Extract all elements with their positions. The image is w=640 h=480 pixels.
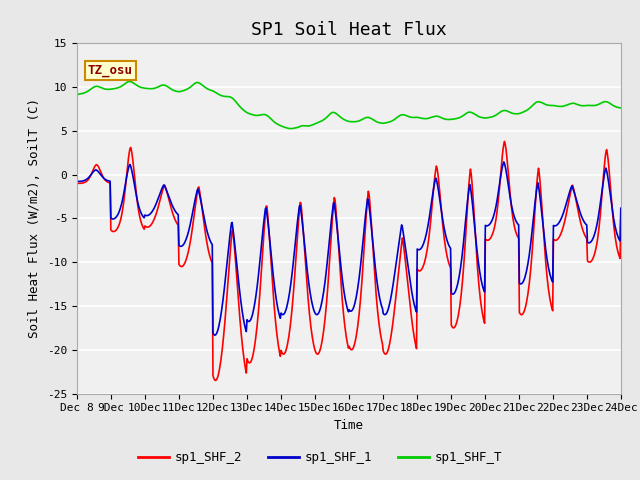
sp1_SHF_1 (73, 179, 81, 184)
Line: sp1_SHF_T: sp1_SHF_T (77, 82, 621, 129)
X-axis label: Time: Time (334, 419, 364, 432)
Title: SP1 Soil Heat Flux: SP1 Soil Heat Flux (251, 21, 447, 39)
sp1_SHF_T (406, 114, 414, 120)
sp1_SHF_T (287, 126, 295, 132)
sp1_SHF_T (617, 105, 625, 111)
sp1_SHF_2 (406, 297, 413, 302)
sp1_SHF_2 (237, 332, 245, 338)
sp1_SHF_T (73, 92, 81, 97)
sp1_SHF_1 (617, 205, 625, 211)
Line: sp1_SHF_1: sp1_SHF_1 (77, 162, 621, 335)
sp1_SHF_2 (137, 217, 145, 223)
sp1_SHF_T (264, 113, 272, 119)
sp1_SHF_1 (285, 294, 292, 300)
sp1_SHF_2 (73, 180, 81, 186)
sp1_SHF_T (125, 79, 133, 84)
Text: TZ_osu: TZ_osu (88, 64, 132, 77)
sp1_SHF_1 (264, 223, 272, 228)
sp1_SHF_T (285, 126, 292, 132)
Line: sp1_SHF_2: sp1_SHF_2 (77, 142, 621, 380)
sp1_SHF_1 (211, 332, 219, 338)
sp1_SHF_1 (406, 274, 413, 280)
sp1_SHF_2 (212, 377, 220, 383)
sp1_SHF_T (138, 84, 145, 90)
sp1_SHF_2 (285, 334, 292, 339)
sp1_SHF_T (437, 115, 445, 120)
sp1_SHF_1 (500, 159, 508, 165)
Y-axis label: Soil Heat Flux (W/m2), SoilT (C): Soil Heat Flux (W/m2), SoilT (C) (28, 98, 41, 338)
sp1_SHF_2 (500, 139, 508, 144)
sp1_SHF_2 (264, 219, 272, 225)
sp1_SHF_1 (237, 302, 245, 308)
Legend: sp1_SHF_2, sp1_SHF_1, sp1_SHF_T: sp1_SHF_2, sp1_SHF_1, sp1_SHF_T (132, 446, 508, 469)
sp1_SHF_2 (617, 215, 625, 220)
sp1_SHF_1 (137, 209, 145, 215)
sp1_SHF_2 (436, 191, 444, 197)
sp1_SHF_T (237, 105, 245, 111)
sp1_SHF_1 (436, 198, 444, 204)
